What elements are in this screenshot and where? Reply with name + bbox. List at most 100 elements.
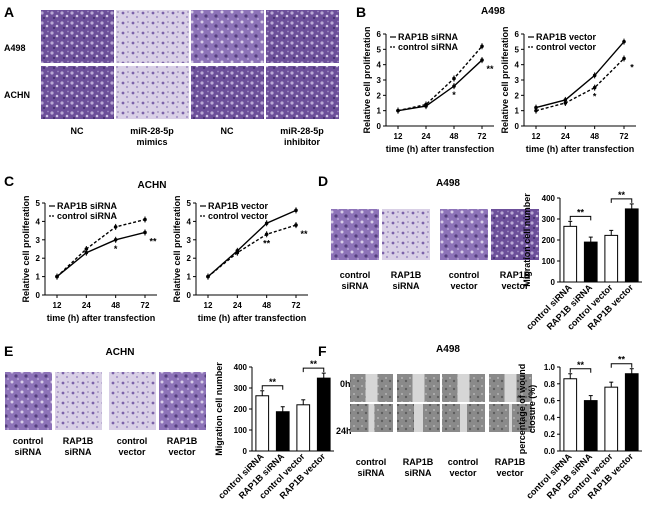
B-left-data-point <box>424 102 428 107</box>
B-left-data-point <box>452 84 456 88</box>
panel-f-image-label-2-line-1: RAP1B <box>403 457 434 467</box>
E-bar-significance-bracket-2 <box>302 367 325 373</box>
C-right-y-tick-label: 4 <box>187 217 192 226</box>
C-right-legend-label-2: control vector <box>208 211 269 221</box>
F-bar-bar-1 <box>563 378 578 452</box>
B-right-legend-label-1: RAP1B vector <box>536 32 597 42</box>
B-left-y-tick-label: 5 <box>377 45 382 54</box>
F-bar-y-tick-label: 0.6 <box>544 397 556 406</box>
panel-c-title: ACHN <box>138 180 167 191</box>
micrograph-achn-nc <box>41 66 114 119</box>
B-right-y-tick-label: 3 <box>515 76 520 85</box>
B-right-y-axis-label: Relative cell proliferation <box>500 26 510 133</box>
B-right-data-point <box>622 56 626 61</box>
C-right-x-tick-label: 12 <box>204 301 213 310</box>
C-left-series-line-1 <box>56 231 146 278</box>
panel-a-col-label-2-line-2: mimics <box>136 137 167 147</box>
C-left-data-point <box>113 225 118 229</box>
panel-e-image-label-4-line-2: vector <box>168 447 196 457</box>
E-bar-bar-2 <box>275 411 290 452</box>
C-right-legend-label-1: RAP1B vector <box>208 201 269 211</box>
panel-f-image-label-4-line-2: vector <box>496 468 524 478</box>
B-right-legend-label-2: control vector <box>536 42 597 52</box>
panel-f-image-label-1-line-2: siRNA <box>357 468 385 478</box>
panel-d-image-label-2-line-1: RAP1B <box>391 270 422 280</box>
E-bar-y-tick-label: 300 <box>234 384 248 393</box>
C-left-y-tick-label: 1 <box>36 273 41 282</box>
panel-f-row-label-24h: 24h <box>336 426 352 436</box>
C-right-y-tick-label: 1 <box>187 273 192 282</box>
E-bar-y-tick-label: 0 <box>243 447 248 456</box>
panel-b-letter: B <box>356 4 366 20</box>
F-bar-bar-4 <box>624 373 639 452</box>
B-left-x-tick-label: 24 <box>422 132 431 141</box>
B-left-series-line-2 <box>397 45 483 112</box>
C-left-data-point <box>55 274 59 279</box>
F-bar-significance-bracket-1 <box>569 368 592 373</box>
micrograph-e-control-vector <box>109 372 156 430</box>
panel-e-image-label-1-line-1: control <box>13 436 44 446</box>
panel-d-image-label-3-line-1: control <box>449 270 480 280</box>
C-right-y-tick-label: 0 <box>187 291 192 300</box>
C-left-data-point <box>84 250 89 255</box>
C-left-significance-2: ** <box>149 236 157 246</box>
C-right-data-point <box>206 274 210 279</box>
B-left-x-axis-label: time (h) after transfection <box>386 144 495 154</box>
panel-d-image-label-4-line-1: RAP1B <box>500 270 531 280</box>
panel-e-image-label-2-line-1: RAP1B <box>63 436 94 446</box>
B-left-data-point <box>396 108 400 113</box>
panel-a-col-label-3: NC <box>221 126 234 136</box>
E-bar-bar-3 <box>296 404 311 452</box>
micrograph-e-rap1b-vector <box>159 372 206 430</box>
micrograph-a498-mimics <box>116 10 189 63</box>
E-bar-y-tick-label: 400 <box>234 363 248 372</box>
panel-a-row-label-achn: ACHN <box>4 90 30 100</box>
panel-f-image-label-1-line-1: control <box>356 457 387 467</box>
E-bar-y-axis-label: Migration cell number <box>214 362 224 456</box>
panel-a-col-label-4-line-2: inhibitor <box>284 137 320 147</box>
micrograph-achn-inhibitor <box>266 66 339 119</box>
B-left-y-tick-label: 3 <box>377 76 382 85</box>
panel-e-image-label-3-line-1: control <box>117 436 148 446</box>
panel-f-image-label-3-line-1: control <box>448 457 479 467</box>
B-left-data-point <box>480 44 484 49</box>
F-bar-significance-bracket-2 <box>610 363 633 368</box>
wound-gap-0h-2 <box>412 374 425 402</box>
C-left-legend-label-1: RAP1B siRNA <box>57 201 118 211</box>
B-right-data-point <box>622 39 626 44</box>
panel-d-image-label-4-line-2: vector <box>501 281 529 291</box>
B-left-data-point <box>452 76 456 81</box>
B-right-y-tick-label: 5 <box>515 45 520 54</box>
E-bar-bar-1 <box>255 395 270 452</box>
C-left-series-line-2 <box>56 218 146 278</box>
B-left-significance-1: * <box>452 90 456 100</box>
B-left-significance-2: ** <box>486 64 494 74</box>
F-bar-y-tick-label: 1.0 <box>544 363 556 372</box>
panel-f-letter: F <box>318 343 327 359</box>
panel-e-micrographs <box>5 372 206 430</box>
F-bar-y-axis-label-line-1: percentage of wound <box>517 364 527 455</box>
B-left-x-tick-label: 72 <box>478 132 487 141</box>
C-left-y-tick-label: 4 <box>36 217 41 226</box>
panel-f-image-label-2-line-2: siRNA <box>404 468 432 478</box>
C-right-data-point <box>294 208 298 213</box>
C-right-x-axis-label: time (h) after transfection <box>198 313 307 323</box>
B-right-y-tick-label: 6 <box>515 30 520 39</box>
B-right-data-point <box>563 98 568 102</box>
panel-f-image-label-4-line-1: RAP1B <box>495 457 526 467</box>
B-right-series-line-2 <box>535 58 625 112</box>
F-bar-bar-3 <box>604 386 619 452</box>
panel-a-col-label-2-line-1: miR-28-5p <box>130 126 174 136</box>
C-left-data-point <box>84 247 89 251</box>
D-bar-y-tick-label: 400 <box>542 194 556 203</box>
C-right-data-point <box>235 250 240 255</box>
micrograph-d-rap1b-vector <box>491 209 539 260</box>
C-right-data-point <box>294 223 298 227</box>
B-right-data-point <box>592 73 597 78</box>
C-right-x-tick-label: 48 <box>262 301 271 310</box>
panel-f-image-label-3-line-2: vector <box>449 468 477 478</box>
panel-a-col-label-4-line-1: miR-28-5p <box>280 126 324 136</box>
panel-a-micrographs <box>41 10 339 119</box>
D-bar-y-axis-label: Migration cell number <box>522 193 532 287</box>
E-bar-significance-bracket-1 <box>261 385 284 390</box>
